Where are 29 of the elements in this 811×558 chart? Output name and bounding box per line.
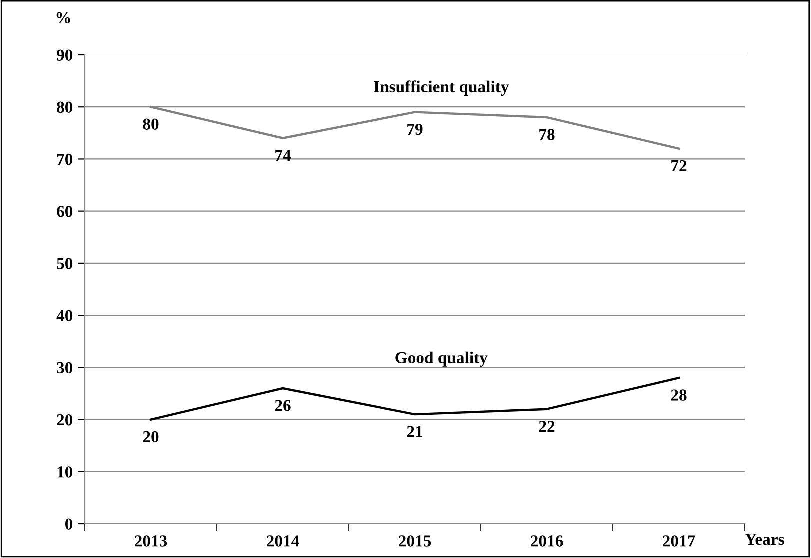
data-label: 74	[276, 150, 292, 162]
y-tick-label: 0	[65, 518, 73, 530]
data-label: 20	[143, 431, 159, 443]
y-tick-label: 10	[58, 466, 73, 478]
y-tick-label: 20	[57, 414, 73, 426]
y-tick-label: 80	[57, 102, 73, 114]
data-label: 22	[539, 420, 555, 432]
data-label: 28	[671, 390, 687, 401]
y-axis-title: %	[56, 12, 70, 24]
data-label: 72	[672, 160, 687, 172]
x-tick-label: 2016	[531, 536, 564, 547]
y-tick-label: 90	[56, 50, 73, 61]
x-tick-label: 2017	[663, 536, 696, 547]
data-label: 78	[540, 129, 555, 140]
data-label: 21	[407, 426, 422, 438]
x-tick-label: 2015	[399, 536, 432, 547]
x-axis-title: Years	[745, 534, 784, 546]
data-label: 26	[275, 400, 291, 412]
text: Good quality	[396, 352, 488, 367]
y-tick-label: 50	[57, 258, 73, 270]
data-label: 79	[408, 124, 423, 136]
y-tick-label: 40	[56, 310, 73, 322]
y-tick-label: 30	[57, 362, 73, 374]
series-label: Insufficient quality	[374, 80, 510, 96]
x-tick-label: 2013	[135, 536, 168, 547]
y-tick-label: 70	[57, 154, 73, 166]
x-tick-label: 2014	[267, 536, 300, 547]
data-label: 80	[143, 118, 159, 130]
y-tick-label: 60	[57, 206, 73, 218]
